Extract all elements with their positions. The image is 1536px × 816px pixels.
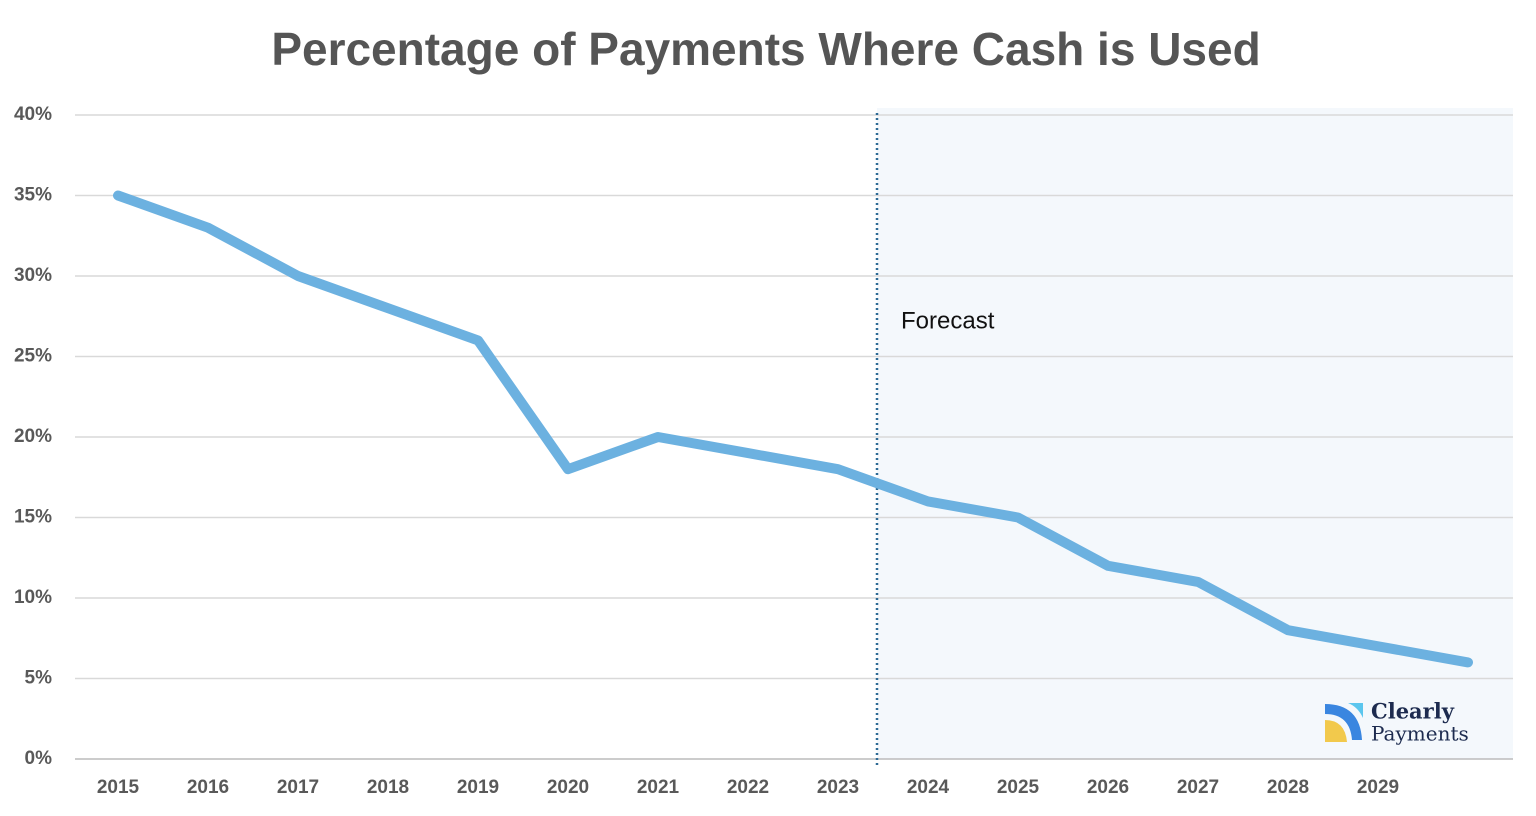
x-tick-label: 2024 (907, 777, 950, 798)
y-tick-label: 35% (14, 185, 52, 206)
x-tick-label: 2026 (1087, 777, 1129, 798)
x-tick-label: 2029 (1357, 777, 1399, 798)
x-tick-label: 2022 (727, 777, 769, 798)
logo-icon (1325, 720, 1347, 742)
x-tick-label: 2015 (97, 777, 140, 798)
y-tick-label: 0% (25, 748, 53, 769)
x-tick-label: 2016 (187, 777, 229, 798)
forecast-region (877, 108, 1513, 759)
logo-icon (1325, 704, 1362, 740)
y-tick-label: 10% (14, 587, 52, 608)
x-tick-label: 2023 (817, 777, 859, 798)
y-tick-label: 20% (14, 426, 52, 447)
y-tick-label: 5% (25, 668, 53, 689)
forecast-label: Forecast (901, 307, 995, 334)
y-tick-label: 15% (14, 507, 52, 528)
x-tick-label: 2020 (547, 777, 589, 798)
y-tick-label: 30% (14, 265, 52, 286)
x-tick-label: 2019 (457, 777, 499, 798)
logo-text: Payments (1371, 722, 1469, 746)
x-tick-label: 2027 (1177, 777, 1219, 798)
y-tick-label: 40% (14, 104, 52, 125)
y-tick-label: 25% (14, 346, 52, 367)
logo-text: Clearly (1371, 699, 1455, 724)
x-tick-label: 2018 (367, 777, 409, 798)
x-tick-label: 2021 (637, 777, 680, 798)
x-tick-label: 2017 (277, 777, 319, 798)
data-line (113, 190, 1473, 668)
x-tick-label: 2028 (1267, 777, 1309, 798)
logo-icon (1348, 703, 1363, 718)
chart-title: Percentage of Payments Where Cash is Use… (271, 23, 1260, 75)
x-tick-label: 2025 (997, 777, 1040, 798)
